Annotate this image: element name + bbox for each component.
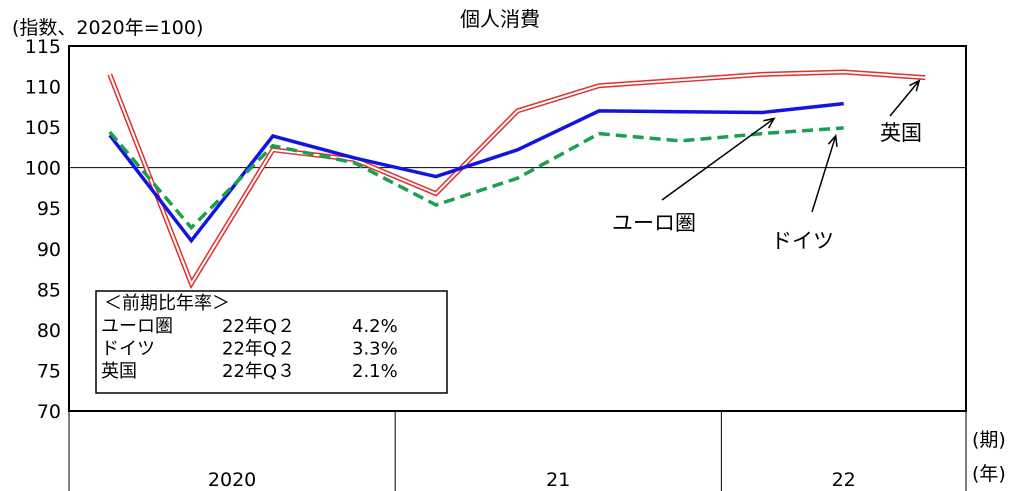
callout-arrow-line xyxy=(661,117,775,201)
inset-table-cell: 2.1% xyxy=(352,361,398,382)
y-tick-label: 70 xyxy=(37,401,61,423)
callout-label: ユーロ圏 xyxy=(612,211,696,235)
callout-arrow-head xyxy=(763,117,776,129)
y-tick-label: 115 xyxy=(25,36,61,58)
callout-arrow-line xyxy=(889,80,920,117)
y-tick-label: 110 xyxy=(25,77,61,99)
inset-table-cell: 22年Q３ xyxy=(222,361,295,382)
callout-arrow-head xyxy=(827,134,838,147)
inset-table-cell: 3.3% xyxy=(352,339,398,360)
x-axis-year-unit: (年) xyxy=(972,463,1006,485)
inset-table-box xyxy=(95,290,448,394)
callout-label: ドイツ xyxy=(771,229,834,253)
y-tick-label: 85 xyxy=(37,279,61,301)
callout-arrow-head xyxy=(909,79,921,92)
y-tick-label: 95 xyxy=(37,198,61,220)
callout-arrow-line xyxy=(811,135,837,213)
year-label: 21 xyxy=(546,469,570,491)
y-axis-unit-label: (指数、2020年=100) xyxy=(12,17,203,39)
series-line-germany xyxy=(108,126,844,231)
inset-table-title: ＜前期比年率＞ xyxy=(104,293,230,314)
chart-title: 個人消費 xyxy=(460,7,540,31)
inset-table-cell: 22年Q２ xyxy=(222,316,295,337)
year-label: 22 xyxy=(832,469,856,491)
plot-frame xyxy=(68,45,967,412)
inset-table-cell: 英国 xyxy=(101,361,137,382)
inset-table-cell: ユーロ圏 xyxy=(101,316,173,337)
y-tick-label: 90 xyxy=(37,239,61,261)
callout-label: 英国 xyxy=(880,121,922,145)
series-line-euro-area xyxy=(108,101,844,244)
x-axis-quarter-unit: (期) xyxy=(972,429,1006,451)
y-tick-label: 80 xyxy=(37,320,61,342)
series-line-uk-inner xyxy=(108,70,926,286)
y-tick-label: 100 xyxy=(25,158,61,180)
y-tick-label: 105 xyxy=(25,117,61,139)
y-tick-label: 75 xyxy=(37,360,61,382)
inset-table-cell: 4.2% xyxy=(352,316,398,337)
inset-table-cell: ドイツ xyxy=(101,339,155,360)
year-label: 2020 xyxy=(208,469,256,491)
inset-table-cell: 22年Q２ xyxy=(222,339,295,360)
